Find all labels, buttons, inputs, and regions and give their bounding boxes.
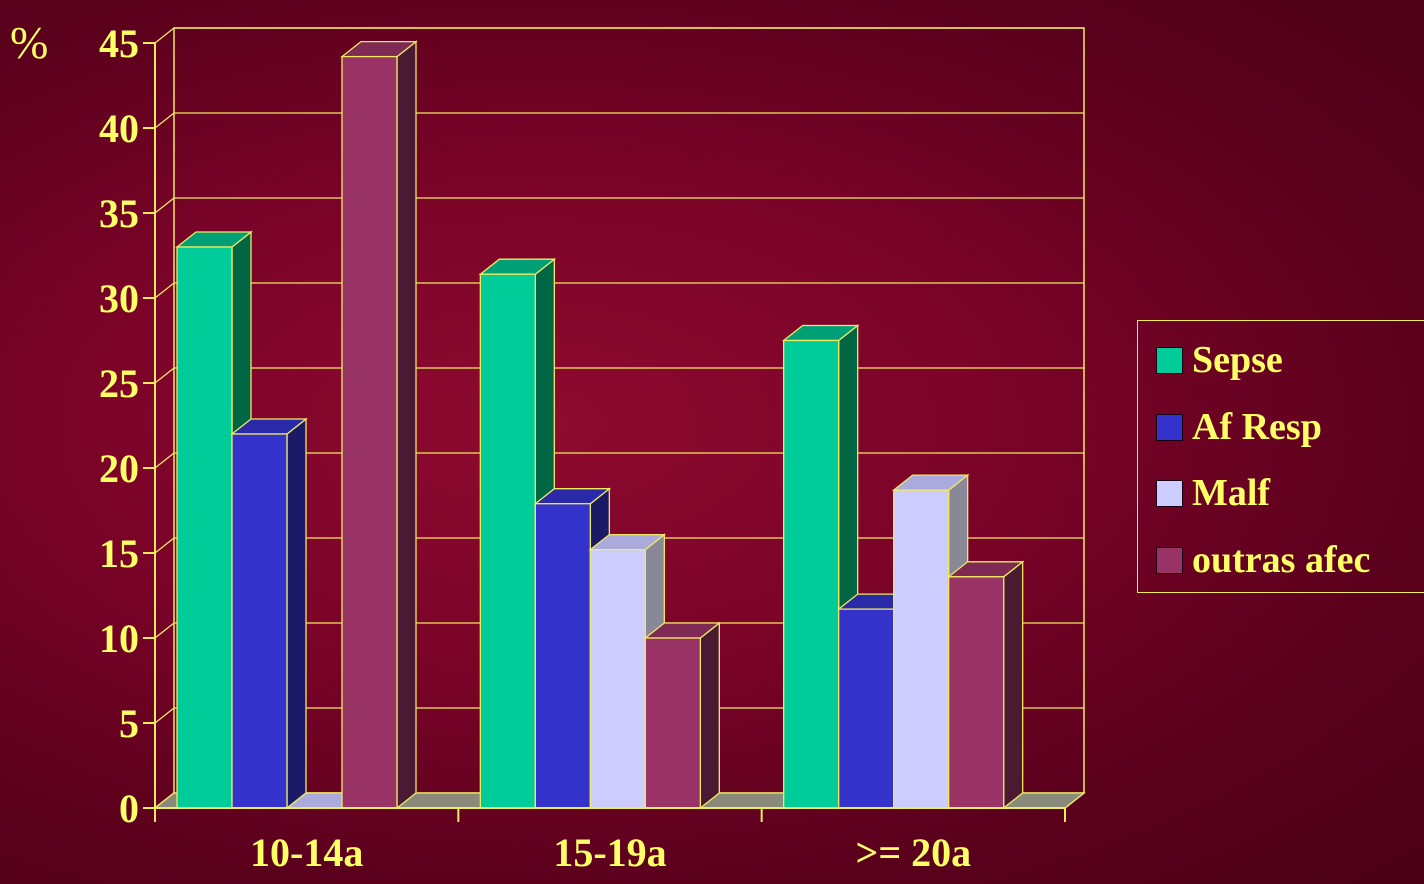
bar-front <box>341 55 398 809</box>
legend-item-outras-afec: outras afec <box>1156 539 1371 581</box>
gridline-side <box>154 112 175 129</box>
legend-item-af-resp: Af Resp <box>1156 406 1322 448</box>
legend-label-malf: Malf <box>1192 472 1271 514</box>
bar-front <box>644 637 701 809</box>
bar <box>643 621 722 810</box>
legend-swatch-sepse <box>1156 346 1183 374</box>
bar-front <box>479 273 536 809</box>
gridline-side <box>154 452 175 469</box>
gridline-side <box>154 622 175 639</box>
y-tick-label: 25 <box>99 361 139 406</box>
x-tick-label: 10-14a <box>250 830 363 875</box>
y-tick-label: 15 <box>99 531 139 576</box>
y-tick-label: 35 <box>99 191 139 236</box>
legend-label-outras-afec: outras afec <box>1192 539 1371 581</box>
gridline-side <box>154 282 175 299</box>
legend-swatch-outras-afec <box>1156 546 1183 574</box>
legend-label-af-resp: Af Resp <box>1192 406 1322 448</box>
bar-front <box>534 503 591 809</box>
gridline-side <box>154 537 175 554</box>
bar-front <box>783 339 840 809</box>
bar <box>891 473 970 810</box>
y-tick-label: 40 <box>99 106 139 151</box>
y-tick-label: 30 <box>99 276 139 321</box>
bar <box>230 417 308 810</box>
bar-side <box>286 417 307 810</box>
bar-side <box>1003 560 1024 810</box>
bar-side <box>396 40 417 810</box>
gridline-side <box>154 707 175 724</box>
bar-front <box>231 433 288 809</box>
gridline-side <box>154 367 175 384</box>
bar <box>340 40 418 810</box>
bar-front <box>176 246 233 809</box>
legend-item-sepse: Sepse <box>1156 339 1283 381</box>
bar-front <box>893 489 950 809</box>
bar <box>946 560 1025 810</box>
y-tick-label: 0 <box>119 786 139 831</box>
x-tick-label: 15-19a <box>553 830 666 875</box>
gridline-side <box>154 27 175 44</box>
bar-front <box>589 548 646 809</box>
legend-item-malf: Malf <box>1156 472 1271 514</box>
y-axis-unit-label: % <box>10 17 48 68</box>
y-tick-label: 5 <box>119 701 139 746</box>
bar-front <box>838 608 895 809</box>
legend: Sepse Af Resp Malf outras afec <box>1137 320 1424 593</box>
bar-front <box>948 576 1005 809</box>
x-tick-label: >= 20a <box>856 830 972 875</box>
bar-side <box>699 621 720 810</box>
legend-swatch-af-resp <box>1156 413 1183 441</box>
y-tick-label: 10 <box>99 616 139 661</box>
gridline-side <box>154 197 175 214</box>
legend-swatch-malf <box>1156 479 1183 507</box>
y-tick-label: 20 <box>99 446 139 491</box>
y-tick-label: 45 <box>99 21 139 66</box>
legend-label-sepse: Sepse <box>1192 339 1283 381</box>
